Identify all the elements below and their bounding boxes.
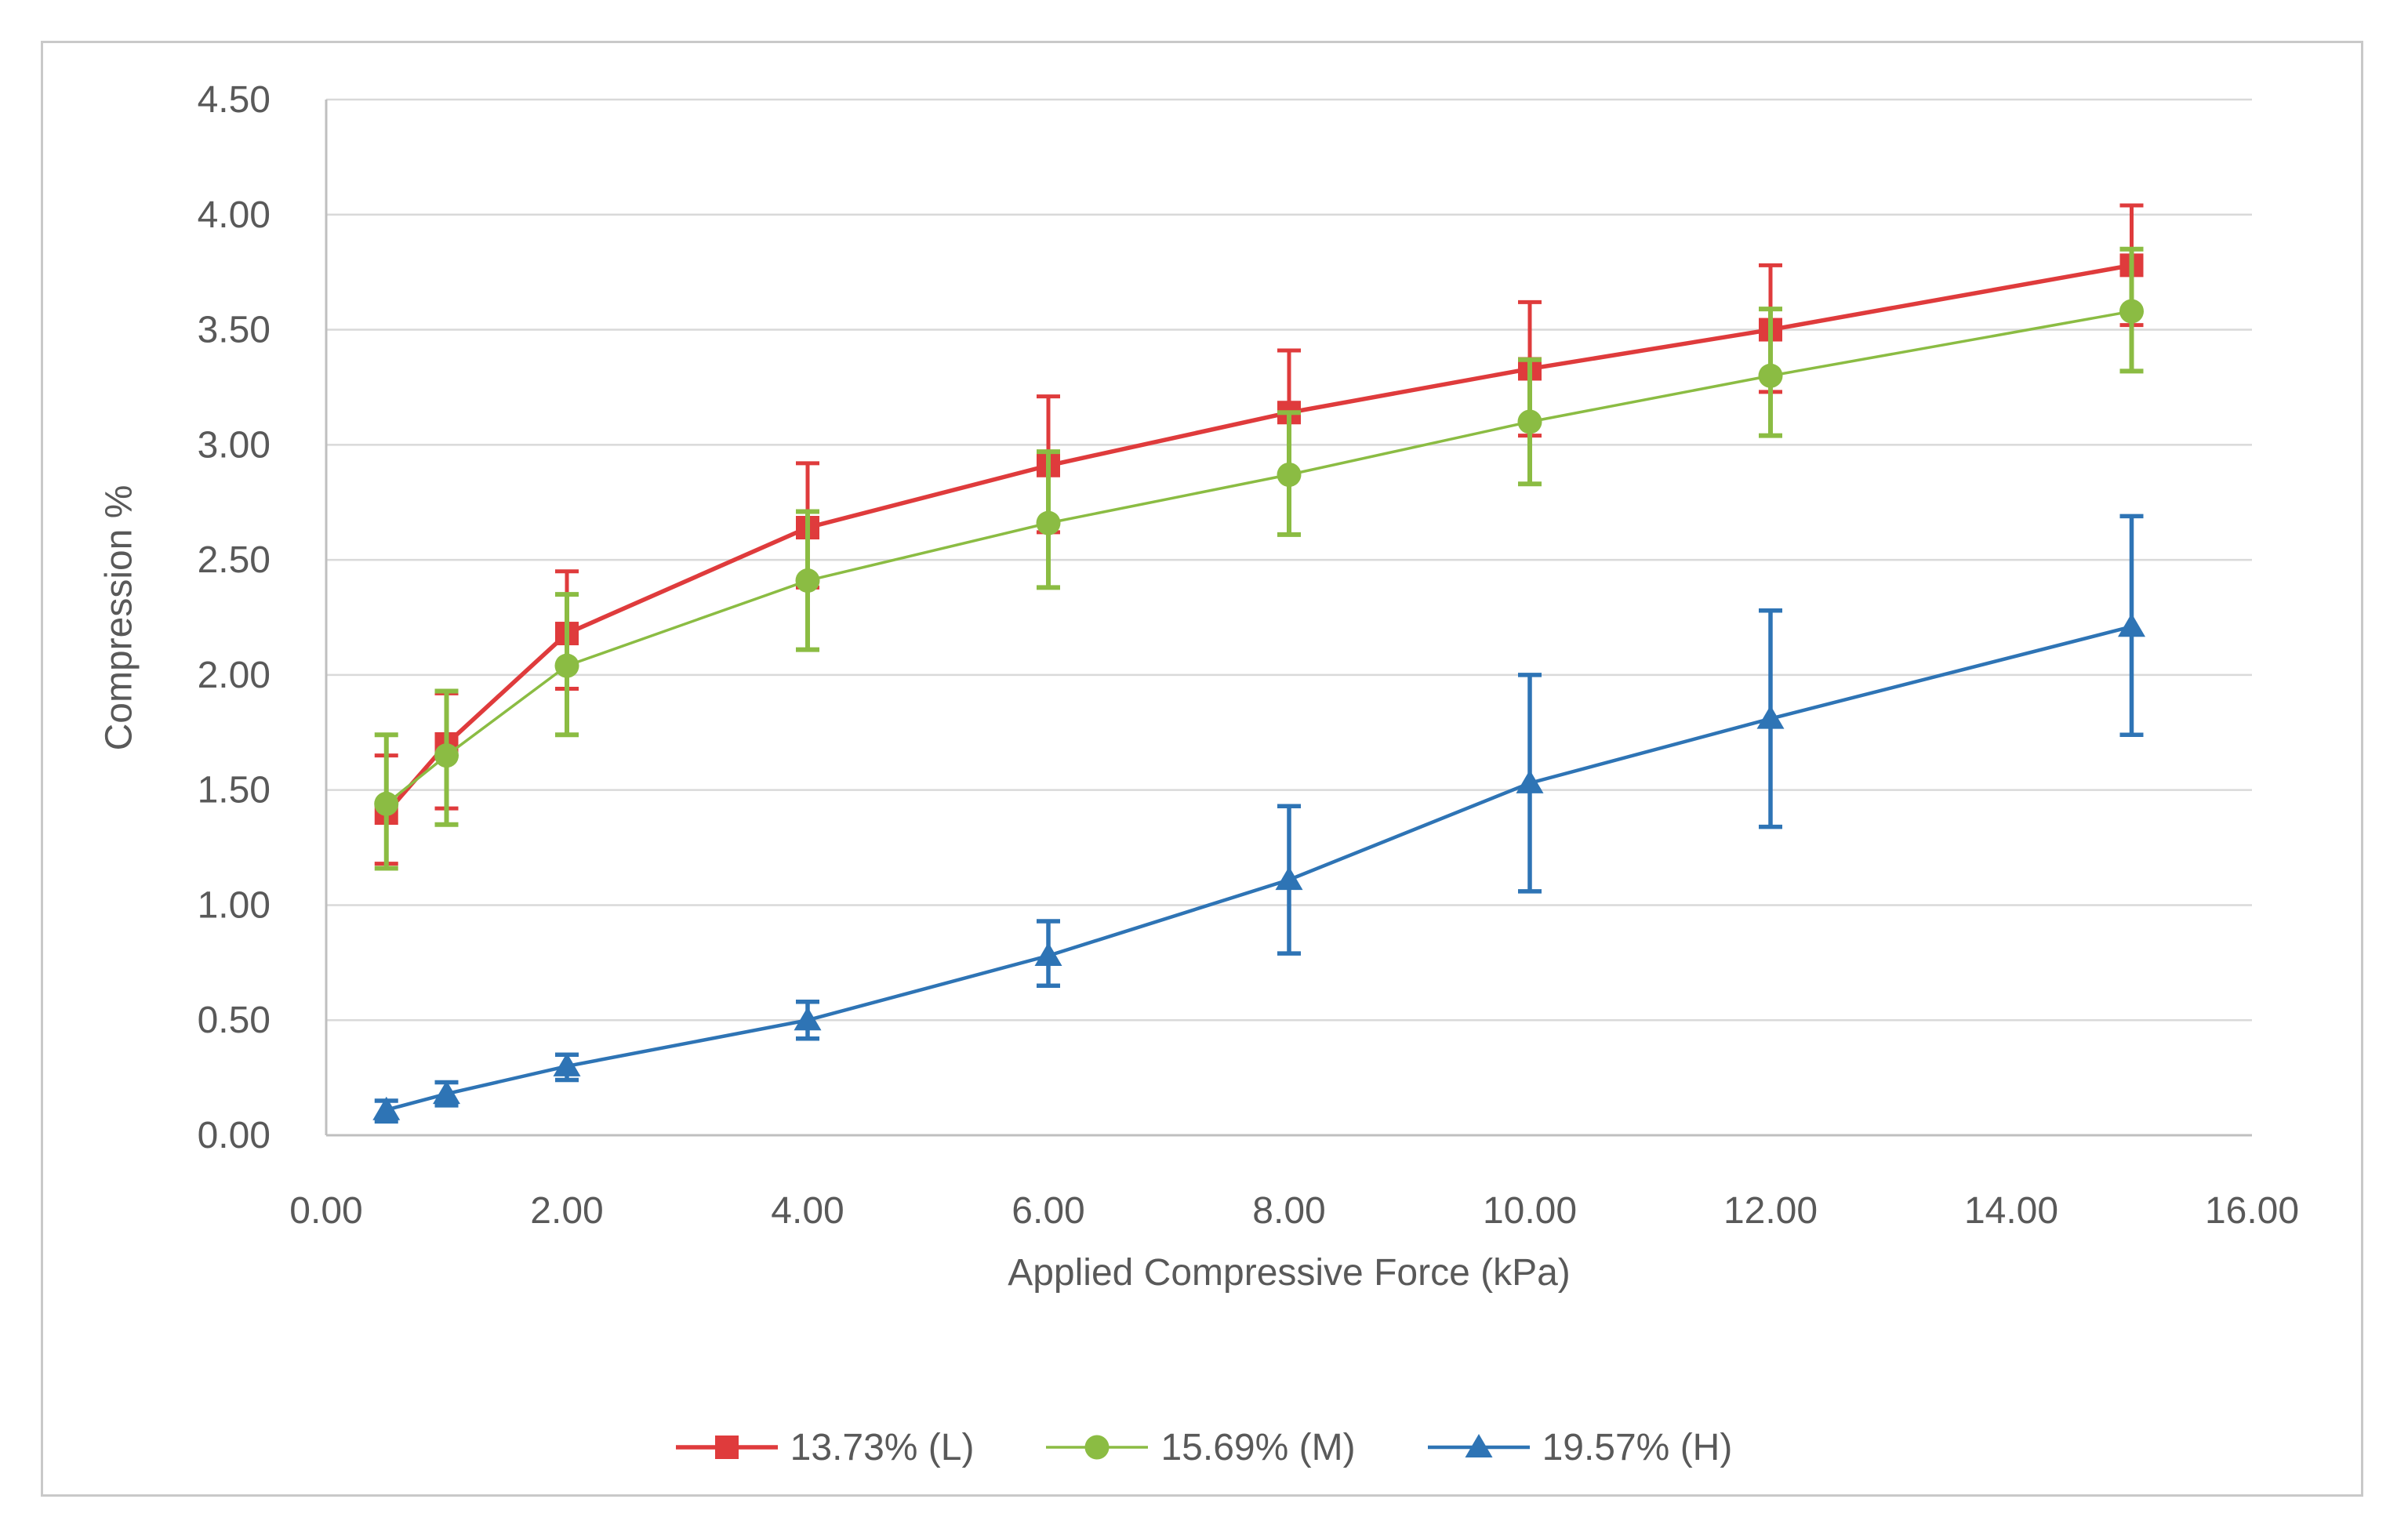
data-point-marker [1034,942,1062,967]
legend-marker-shape [1084,1435,1110,1460]
x-tick-label: 0.00 [289,1190,362,1232]
y-tick-label: 0.00 [198,1115,271,1156]
y-tick-label: 4.00 [198,194,271,236]
data-point-marker [1516,769,1544,793]
data-point-marker [794,1007,822,1031]
data-point-marker [2118,613,2145,637]
series-line [385,310,2132,805]
y-tick-label: 3.00 [198,424,271,466]
data-point-marker [1036,510,1061,535]
data-point-marker [795,568,820,593]
data-point-marker [1758,363,1783,388]
legend-item-series-M: 15.69% (M) [1046,1425,1356,1469]
series-line [384,263,2132,815]
x-tick-label: 10.00 [1483,1190,1577,1232]
data-point-marker [433,1080,460,1105]
legend-item-series-H: 19.57% (H) [1427,1425,1733,1469]
y-tick-label: 1.00 [198,884,271,926]
data-point-marker [374,791,399,816]
legend-marker-circle-icon [1046,1435,1149,1460]
data-point-marker [1275,866,1303,891]
chart-outer-border [41,41,2363,1497]
x-tick-label: 2.00 [530,1190,603,1232]
data-point-marker [1277,462,1302,487]
y-axis-title: Compression % [98,485,140,751]
data-point-marker [1756,705,1785,729]
y-tick-label: 2.00 [198,655,271,696]
x-axis-title: Applied Compressive Force (kPa) [1008,1252,1571,1294]
legend-item-series-L: 13.73% (L) [675,1425,975,1469]
data-point-marker [1517,409,1542,434]
legend-marker-shape [1465,1434,1493,1457]
legend-marker-square-icon [675,1436,778,1459]
legend-label: 15.69% (M) [1160,1426,1356,1468]
y-tick-label: 2.50 [198,539,271,581]
data-point-marker [372,1096,401,1120]
data-point-marker [553,1052,581,1076]
x-tick-label: 12.00 [1723,1190,1818,1232]
legend: 13.73% (L) 15.69% (M) 19.57% (H) [0,1425,2408,1469]
x-tick-label: 4.00 [771,1190,844,1232]
x-tick-label: 6.00 [1012,1190,1084,1232]
legend-marker-triangle-icon [1427,1434,1530,1457]
data-point-marker [554,653,579,678]
legend-marker-shape [714,1436,739,1459]
y-tick-label: 0.50 [198,1000,271,1041]
x-tick-label: 16.00 [2205,1190,2299,1232]
y-tick-label: 3.50 [198,310,271,351]
legend-label: 19.57% (H) [1542,1426,1733,1468]
data-point-marker [2119,299,2144,324]
y-tick-label: 1.50 [198,770,271,811]
y-tick-label: 4.50 [198,79,271,121]
data-point-marker [434,743,459,768]
series-line [386,625,2133,1112]
x-tick-label: 8.00 [1252,1190,1325,1232]
legend-label: 13.73% (L) [790,1426,975,1468]
x-tick-label: 14.00 [1964,1190,2058,1232]
